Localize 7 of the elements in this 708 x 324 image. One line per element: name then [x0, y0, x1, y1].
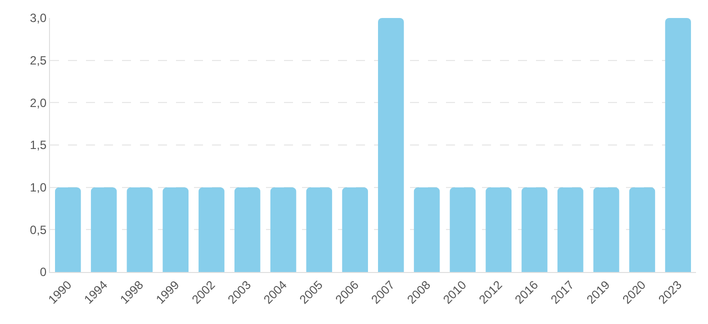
- y-tick-label: 0: [40, 265, 47, 280]
- y-tick-label: 1,0: [30, 180, 47, 195]
- y-tick-label: 0,5: [30, 222, 47, 237]
- y-tick-label: 1,5: [30, 138, 47, 152]
- y-tick-label: 2,5: [30, 54, 47, 68]
- y-tick-label: 2,0: [30, 96, 47, 110]
- y-tick-label: 3,0: [30, 11, 47, 26]
